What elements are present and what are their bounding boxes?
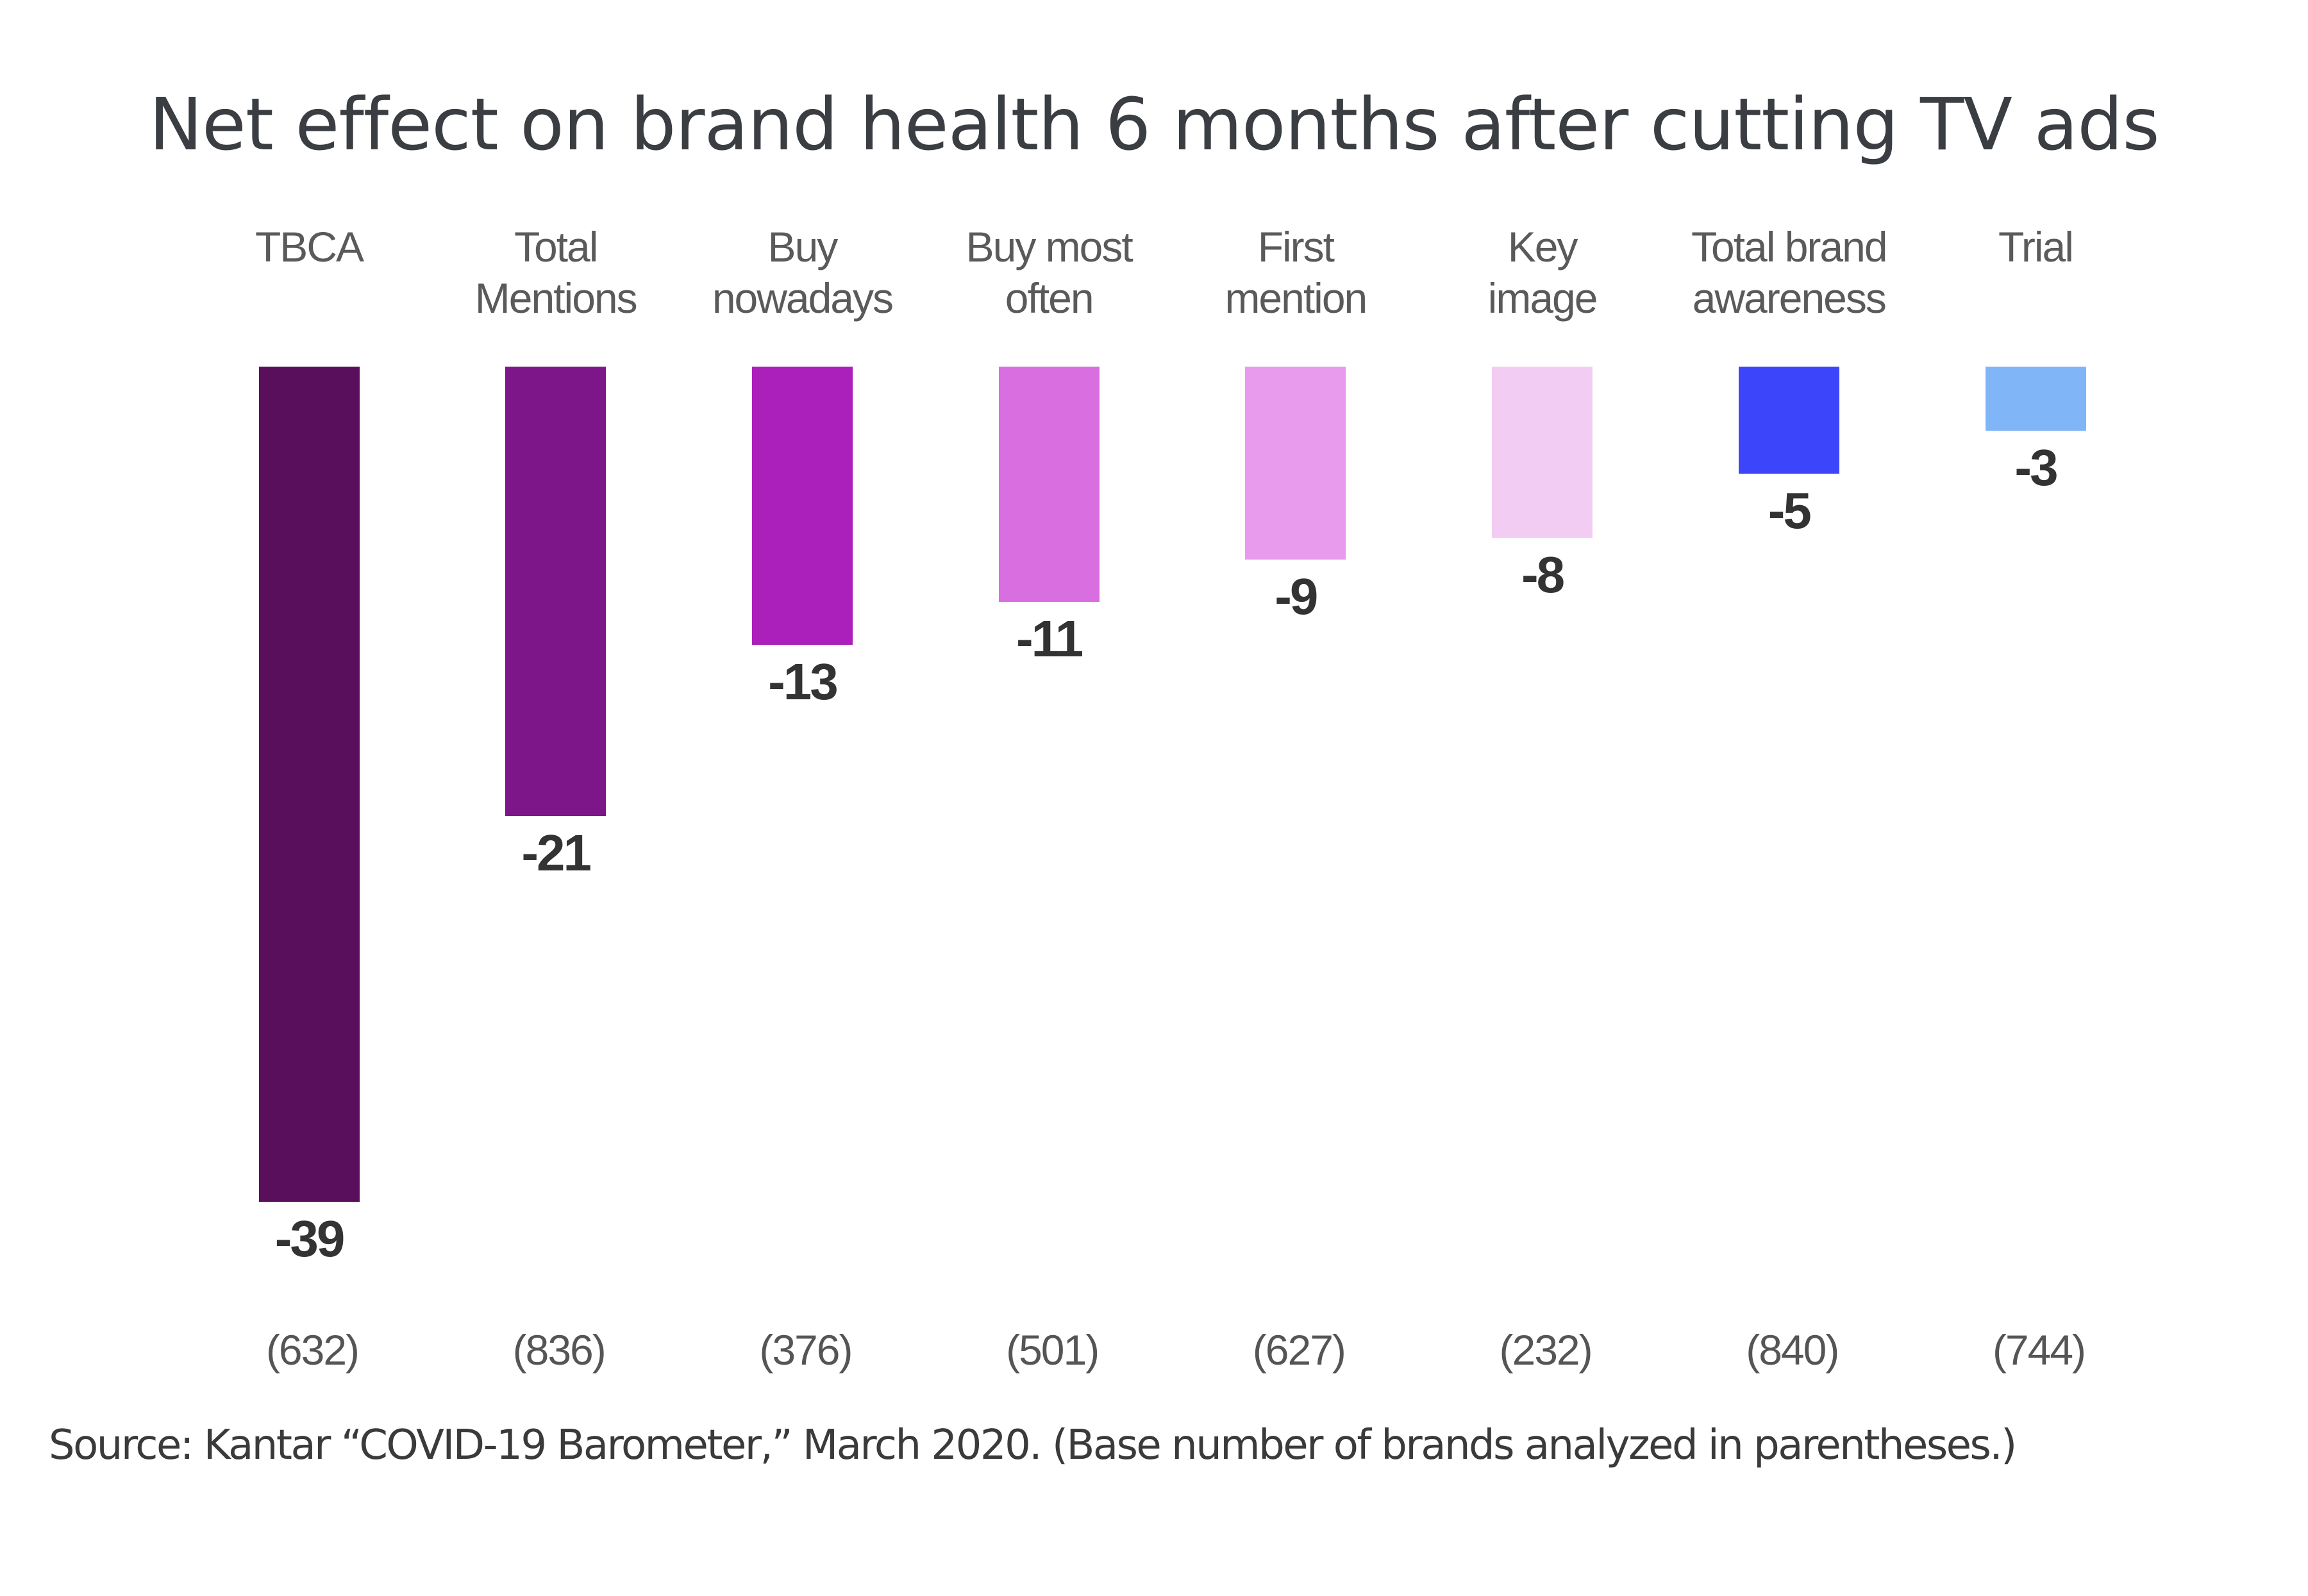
category-label-line: awareness (1692, 274, 1887, 322)
bar-total-mentions (505, 367, 606, 817)
base-count-tbca: (632) (265, 1326, 360, 1374)
base-count-total-mentions: (836) (512, 1326, 606, 1374)
bar-buy-most-often (998, 367, 1100, 603)
category-label-first-mention: First mention (1167, 221, 1424, 324)
base-count-key-image: (232) (1499, 1326, 1593, 1374)
value-label-total-mentions: -21 (521, 824, 592, 882)
category-label-line: nowadays (712, 274, 894, 322)
value-label-buy-nowadays: -13 (768, 653, 839, 711)
category-label-line: First (1257, 223, 1335, 270)
value-label-buy-most-often: -11 (1016, 610, 1083, 668)
category-label-line: Total (514, 223, 598, 270)
category-label-total-mentions: Total Mentions (428, 221, 684, 324)
category-label-tbca: TBCA (181, 221, 437, 272)
chart-title: Net effect on brand health 6 months afte… (149, 83, 2159, 167)
category-label-line: often (1005, 274, 1094, 322)
bar-tbca (258, 367, 360, 1202)
category-label-line: Buy most (966, 223, 1133, 270)
category-label-total-brand-awareness: Total brand awareness (1660, 221, 1917, 324)
base-count-buy-nowadays: (376) (759, 1326, 853, 1374)
value-label-key-image: -8 (1521, 546, 1565, 604)
category-label-line: Key (1507, 223, 1578, 270)
bar-buy-nowadays (751, 367, 853, 645)
bar-key-image (1492, 367, 1593, 538)
base-count-total-brand-awareness: (840) (1746, 1326, 1839, 1374)
category-label-line: Mentions (474, 274, 638, 322)
bar-trial (1985, 367, 2086, 431)
base-count-trial: (744) (1992, 1326, 2086, 1374)
bar-total-brand-awareness (1738, 367, 1839, 474)
base-count-first-mention: (627) (1252, 1326, 1346, 1374)
category-label-line: TBCA (255, 223, 364, 270)
category-label-line: Total brand (1691, 223, 1888, 270)
category-label-line: Trial (1998, 223, 2074, 270)
category-label-line: image (1487, 274, 1598, 322)
category-label-buy-most-often: Buy most often (921, 221, 1177, 324)
base-count-buy-most-often: (501) (1006, 1326, 1100, 1374)
category-label-buy-nowadays: Buy nowadays (674, 221, 930, 324)
value-label-tbca: -39 (274, 1209, 346, 1267)
category-label-trial: Trial (1907, 221, 2164, 272)
category-label-key-image: Key image (1414, 221, 1671, 324)
value-label-total-brand-awareness: -5 (1768, 482, 1812, 539)
category-label-line: Buy (767, 223, 839, 270)
value-label-first-mention: -9 (1275, 567, 1318, 625)
bar-first-mention (1245, 367, 1346, 560)
source-note: Source: Kantar “COVID-19 Barometer,” Mar… (49, 1422, 2017, 1469)
value-label-trial: -3 (2014, 439, 2058, 497)
category-label-line: mention (1225, 274, 1367, 322)
